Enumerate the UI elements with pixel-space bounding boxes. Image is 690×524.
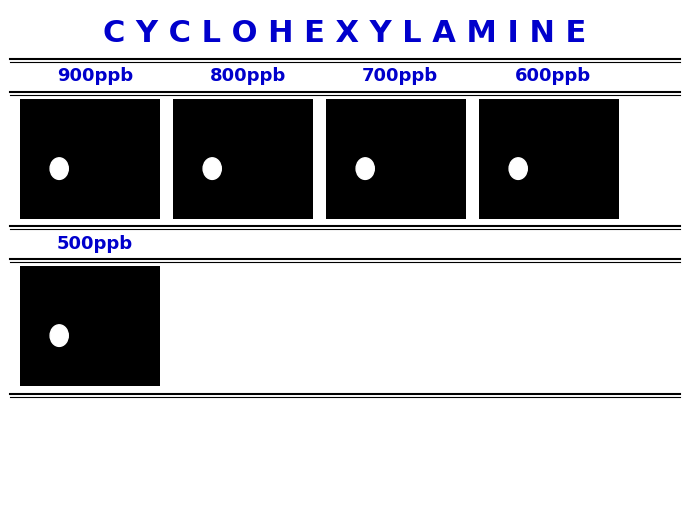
Bar xyxy=(20,99,160,219)
Bar xyxy=(173,99,313,219)
Ellipse shape xyxy=(203,158,221,179)
Bar xyxy=(479,99,619,219)
Text: C Y C L O H E X Y L A M I N E: C Y C L O H E X Y L A M I N E xyxy=(104,19,586,49)
Ellipse shape xyxy=(356,158,374,179)
Text: 700ppb: 700ppb xyxy=(362,67,438,85)
Ellipse shape xyxy=(50,158,68,179)
Text: 500ppb: 500ppb xyxy=(57,235,133,253)
Ellipse shape xyxy=(50,325,68,346)
Bar xyxy=(20,266,160,386)
Ellipse shape xyxy=(509,158,527,179)
Text: 600ppb: 600ppb xyxy=(515,67,591,85)
Text: 800ppb: 800ppb xyxy=(210,67,286,85)
Bar xyxy=(326,99,466,219)
Text: 900ppb: 900ppb xyxy=(57,67,133,85)
